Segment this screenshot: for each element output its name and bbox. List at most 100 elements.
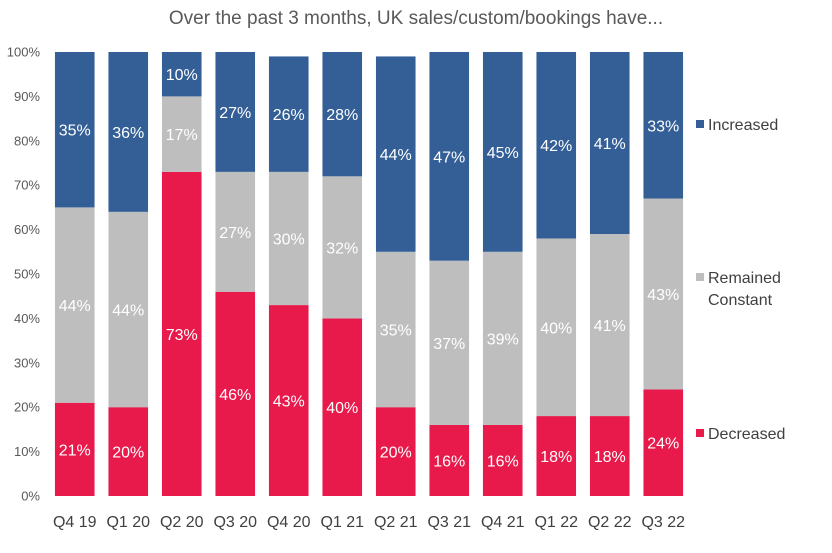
bar-segment [643, 52, 684, 199]
bar-segment [54, 402, 95, 496]
data-label: 33% [647, 118, 679, 135]
data-label: 45% [487, 145, 519, 162]
data-label: 26% [273, 107, 305, 124]
data-label: 39% [487, 331, 519, 348]
data-label: 47% [433, 149, 465, 166]
y-tick-label: 40% [14, 311, 40, 326]
y-tick-label: 60% [14, 222, 40, 237]
data-label: 35% [59, 123, 91, 140]
legend-swatch [696, 429, 704, 437]
legend-label: Remained [708, 270, 781, 287]
data-label: 40% [326, 400, 358, 417]
bar-segment [643, 198, 684, 390]
chart-title: Over the past 3 months, UK sales/custom/… [168, 8, 664, 29]
data-label: 40% [540, 320, 572, 337]
data-label: 20% [380, 445, 412, 462]
y-tick-label: 10% [14, 444, 40, 459]
data-label: 43% [273, 394, 305, 411]
bar-segment [108, 211, 149, 408]
data-label: 18% [540, 449, 572, 466]
bar-segment [215, 291, 256, 496]
x-tick-label: Q4 20 [267, 514, 311, 531]
x-tick-label: Q2 22 [588, 514, 632, 531]
y-tick-label: 50% [14, 267, 40, 282]
data-label: 21% [59, 442, 91, 459]
x-tick-label: Q1 20 [106, 514, 150, 531]
x-tick-label: Q4 21 [481, 514, 525, 531]
y-tick-label: 0% [21, 489, 40, 504]
y-tick-label: 90% [14, 89, 40, 104]
data-label: 18% [594, 449, 626, 466]
bar-segment [54, 207, 95, 403]
data-label: 27% [219, 225, 251, 242]
bar-segment [215, 52, 256, 172]
data-label: 27% [219, 105, 251, 122]
data-label: 16% [433, 453, 465, 470]
bar-segment [375, 56, 416, 252]
bar-segment [482, 251, 523, 425]
data-label: 44% [112, 303, 144, 320]
bar-segment [322, 52, 363, 177]
bar-segment [108, 52, 149, 212]
x-tick-label: Q1 22 [534, 514, 578, 531]
bar-segment [482, 52, 523, 252]
x-tick-label: Q3 22 [641, 514, 685, 531]
bar-segment [375, 251, 416, 408]
x-tick-label: Q2 20 [160, 514, 204, 531]
data-label: 32% [326, 240, 358, 257]
bar-segment [589, 52, 630, 235]
bar-segment [375, 407, 416, 496]
data-label: 28% [326, 107, 358, 124]
data-label: 30% [273, 231, 305, 248]
y-tick-label: 70% [14, 178, 40, 193]
data-label: 37% [433, 336, 465, 353]
data-label: 44% [59, 298, 91, 315]
bar-segment [161, 171, 202, 496]
data-label: 43% [647, 287, 679, 304]
x-tick-label: Q2 21 [374, 514, 418, 531]
data-label: 73% [166, 327, 198, 344]
bar-segment [54, 52, 95, 208]
data-label: 44% [380, 147, 412, 164]
bar-segment [429, 260, 470, 425]
bar-segment [268, 305, 309, 496]
y-tick-label: 80% [14, 133, 40, 148]
data-label: 41% [594, 318, 626, 335]
legend-label: Decreased [708, 426, 785, 443]
bar-segment [536, 52, 577, 239]
data-label: 24% [647, 436, 679, 453]
bar-segment [161, 52, 202, 97]
y-tick-label: 100% [7, 45, 41, 60]
bar-segment [643, 389, 684, 496]
bar-segment [589, 416, 630, 496]
legend-label: Constant [708, 292, 773, 309]
data-label: 20% [112, 445, 144, 462]
bar-segment [322, 318, 363, 496]
legend-swatch [696, 120, 704, 128]
bar-segment [536, 416, 577, 496]
legend-label: Increased [708, 117, 778, 134]
x-tick-label: Q3 21 [427, 514, 471, 531]
bar-segment [108, 407, 149, 496]
data-label: 42% [540, 138, 572, 155]
data-label: 41% [594, 136, 626, 153]
data-label: 10% [166, 67, 198, 84]
data-label: 17% [166, 127, 198, 144]
bar-segment [589, 234, 630, 417]
bar-segment [161, 96, 202, 172]
bar-segment [429, 52, 470, 261]
bar-segment [268, 56, 309, 172]
bar-segment [536, 238, 577, 417]
bar-segment [268, 171, 309, 306]
data-label: 16% [487, 453, 519, 470]
x-tick-label: Q3 20 [213, 514, 257, 531]
data-label: 36% [112, 125, 144, 142]
bar-segment [215, 171, 256, 292]
bar-segment [482, 424, 523, 496]
legend-swatch [696, 273, 704, 281]
x-tick-label: Q1 21 [320, 514, 364, 531]
x-tick-label: Q4 19 [53, 514, 97, 531]
data-label: 35% [380, 323, 412, 340]
